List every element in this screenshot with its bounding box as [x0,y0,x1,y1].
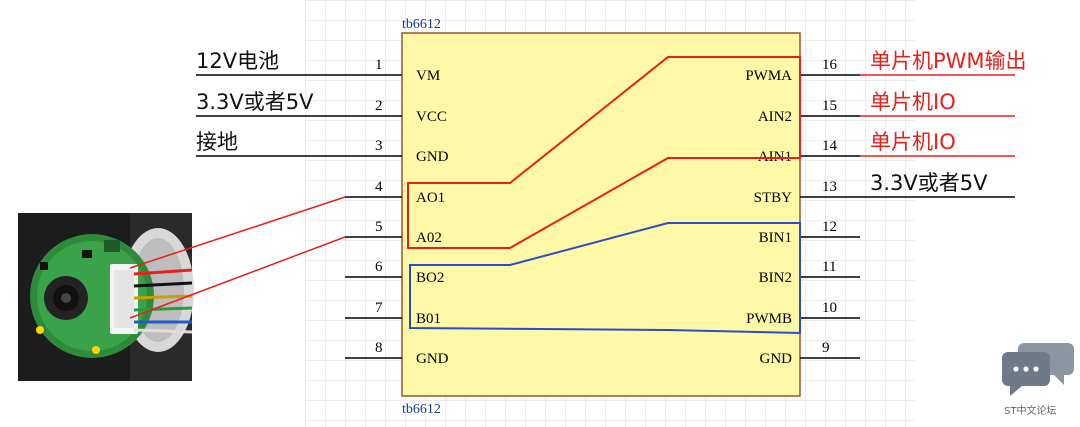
label-ground: 接地 [196,130,345,157]
label-text: 单片机IO [870,90,956,114]
pin-number: 8 [375,340,383,356]
watermark-text: ST中文论坛 [1004,404,1056,417]
right-pin-10: 10 PWMB [746,300,860,327]
pin-name: B01 [416,311,441,327]
left-pin-7: 7 B01 [345,300,441,327]
label-text: 单片机IO [870,130,956,154]
chip-name-bottom: tb6612 [402,402,441,417]
pin-name: GND [416,351,449,367]
left-pin-8: 8 GND [345,340,449,367]
label-text: 3.3V或者5V [196,90,314,114]
pin-name: GND [760,351,793,367]
label-mcu-io-2: 单片机IO [860,130,1015,157]
pin-number: 5 [375,219,383,235]
label-text: 12V电池 [196,49,279,73]
label-vcc-supply: 3.3V或者5V [196,90,345,117]
pin-number: 3 [375,138,383,154]
pin-name: PWMA [745,68,792,84]
pin-number: 7 [375,300,383,316]
pin-number: 2 [375,98,383,114]
motor-wire-ao1 [129,196,346,269]
left-pin-2: 2 VCC [345,98,447,125]
pin-number: 16 [822,57,838,73]
pin-name: BIN1 [759,230,792,246]
pin-name: AO1 [416,190,445,206]
label-mcu-pwm-output: 单片机PWM输出 [860,49,1027,76]
pin-number: 11 [822,259,836,275]
label-text: 3.3V或者5V [870,171,988,195]
left-pin-5: 5 A02 [345,219,442,246]
right-pin-9: 9 GND [760,340,860,367]
pin-name: BIN2 [759,270,792,286]
motor-b-highlight-outline [409,222,801,335]
right-pin-13: 13 STBY [754,179,860,206]
pin-number: 1 [375,57,383,73]
motor-encoder-photo-icon [18,213,194,381]
motor-a-highlight-outline [407,56,801,249]
right-pin-16: 16 PWMA [745,57,860,84]
left-pin-1: 1 VM [345,57,440,84]
left-pin-4: 4 AO1 [345,179,445,206]
left-pin-6: 6 BO2 [345,259,444,286]
label-mcu-io-1: 单片机IO [860,90,1015,117]
pin-name: PWMB [746,311,792,327]
label-text: 接地 [196,130,238,154]
pin-name: AIN2 [758,109,792,125]
label-text: 单片机PWM输出 [870,49,1027,73]
pin-number: 13 [822,179,837,195]
chat-bubbles-icon [1002,343,1074,396]
pin-number: 9 [822,340,830,356]
pin-name: GND [416,149,449,165]
right-pin-12: 12 BIN1 [759,219,860,246]
right-pin-11: 11 BIN2 [759,259,860,286]
pin-number: 4 [375,179,383,195]
pin-number: 14 [822,138,838,154]
motor-wire-a02 [129,236,346,319]
pin-name: STBY [754,190,793,206]
pin-number: 6 [375,259,383,275]
left-pin-3: 3 GND [345,138,449,165]
right-pin-15: 15 AIN2 [758,98,860,125]
chip-name-top: tb6612 [402,17,441,32]
pin-number: 15 [822,98,837,114]
pin-name: VM [416,68,440,84]
pin-name: VCC [416,109,447,125]
pin-name: A02 [416,230,442,246]
pin-number: 12 [822,219,837,235]
pin-name: BO2 [416,270,444,286]
pin-number: 10 [822,300,837,316]
label-12v-battery: 12V电池 [196,49,345,76]
label-stby-supply: 3.3V或者5V [860,171,1015,198]
chip-body [401,32,801,397]
